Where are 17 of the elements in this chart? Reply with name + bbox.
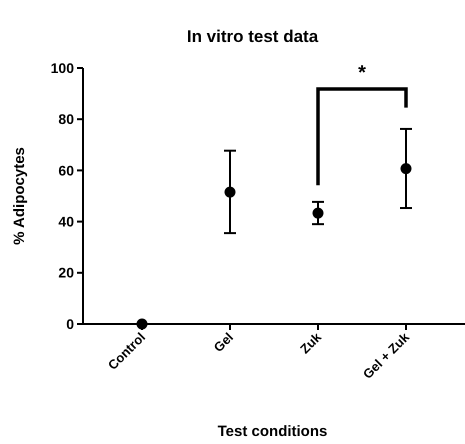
chart-title: In vitro test data <box>186 27 319 46</box>
point <box>224 186 236 198</box>
x-tick-label: Zuk <box>297 328 325 356</box>
y-tick-label: 80 <box>58 111 74 128</box>
point <box>400 163 412 174</box>
x-axis-title: Test conditions <box>218 423 328 440</box>
point <box>312 208 324 219</box>
y-tick-label: 100 <box>50 60 74 76</box>
x-tick-label: Gel <box>210 330 236 355</box>
y-tick-label: 20 <box>58 264 74 281</box>
point <box>136 318 148 330</box>
annotation: * <box>358 62 366 84</box>
y-tick-label: 60 <box>58 162 74 178</box>
y-axis-title: % Adipocytes <box>11 147 28 245</box>
x-tick-label: Gel + Zuk <box>360 328 413 382</box>
y-tick-label: 40 <box>58 214 74 230</box>
y-tick-label: 0 <box>66 316 74 332</box>
